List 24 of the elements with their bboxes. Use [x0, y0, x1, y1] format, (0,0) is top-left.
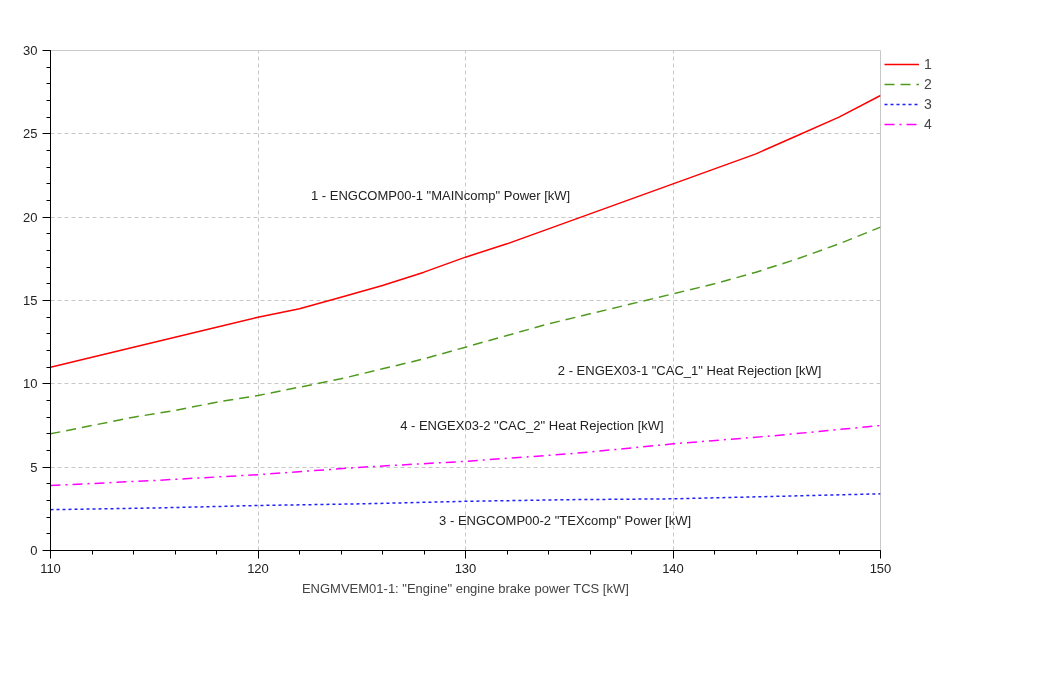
x-tick-label: 130	[454, 560, 477, 576]
x-tick-label: 110	[40, 560, 61, 576]
legend-label: 1	[924, 56, 933, 72]
y-tick-label: 20	[23, 209, 38, 225]
annotation: 4 - ENGEX03-2 "CAC_2" Heat Rejection [kW]	[400, 418, 664, 433]
line-series	[50, 493, 881, 511]
y-tick-label: 5	[30, 459, 38, 475]
y-tick-label: 10	[23, 376, 38, 392]
y-tick-label: 25	[23, 126, 38, 142]
y-tick-label: 0	[30, 543, 38, 558]
legend-label: 2	[924, 76, 933, 92]
x-tick-label: 150	[869, 560, 892, 576]
annotation: 1 - ENGCOMP00-1 "MAINcomp" Power [kW]	[311, 188, 571, 203]
line-series	[50, 226, 881, 435]
annotation: 2 - ENGEX03-1 "CAC_1" Heat Rejection [kW]	[557, 363, 822, 378]
legend-label: 3	[924, 96, 933, 112]
y-tick-label: 30	[23, 43, 38, 58]
annotation: 3 - ENGCOMP00-2 "TEXcomp" Power [kW]	[439, 513, 692, 528]
x-tick-label: 140	[662, 560, 684, 576]
y-tick-label: 15	[23, 293, 38, 308]
legend-label: 4	[924, 116, 933, 132]
line-series	[50, 94, 881, 368]
x-axis-title: ENGMVEM01-1: "Engine" engine brake power TCS [kW]	[301, 580, 629, 596]
x-tick-label: 120	[247, 560, 269, 576]
